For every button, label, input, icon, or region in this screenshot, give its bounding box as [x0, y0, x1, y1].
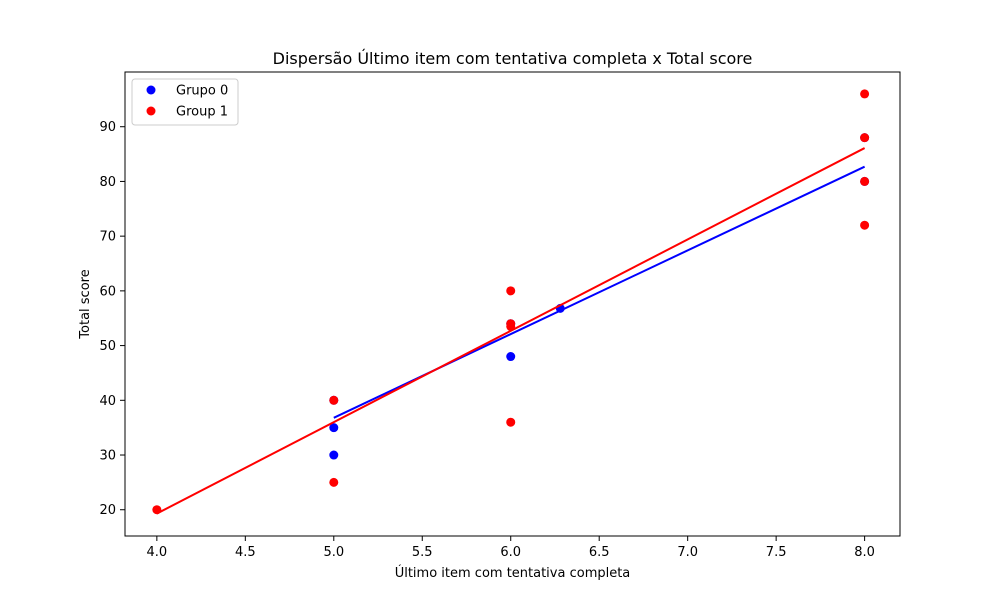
x-axis-label: Último item com tentativa completa	[395, 565, 631, 581]
y-tick-label: 20	[99, 503, 116, 518]
data-point	[860, 176, 870, 186]
x-tick-label: 6.5	[589, 545, 610, 560]
legend: Grupo 0 Group 1	[131, 78, 239, 126]
x-tick-label: 7.5	[766, 545, 787, 560]
trend-line-1	[156, 147, 866, 515]
data-point	[329, 423, 339, 433]
legend-entry: Group 1	[176, 105, 228, 120]
x-tick-label: 7.0	[677, 545, 698, 560]
data-point	[860, 89, 870, 99]
y-tick-label: 30	[99, 449, 116, 464]
x-tick-label: 8.0	[854, 545, 875, 560]
legend-box	[131, 78, 239, 126]
y-axis-label: Total score	[78, 269, 93, 339]
data-point	[860, 133, 870, 143]
y-tick-label: 80	[99, 175, 116, 190]
data-point	[506, 286, 516, 296]
y-tick-label: 90	[99, 120, 116, 135]
legend-entry: Grupo 0	[176, 84, 228, 99]
y-tick-label: 40	[99, 394, 116, 409]
series-layer	[152, 89, 870, 515]
x-tick-label: 6.0	[500, 545, 521, 560]
data-point	[329, 477, 339, 487]
y-tick-label: 50	[99, 339, 116, 354]
y-tick-label: 70	[99, 230, 116, 245]
data-point	[329, 395, 339, 405]
chart-title: Dispersão Último item com tentativa comp…	[273, 49, 753, 68]
x-tick-label: 5.5	[412, 545, 433, 560]
x-axis: 4.0 4.5 5.0 5.5 6.0 6.5 7.0 7.5 8.0	[147, 536, 875, 560]
y-axis: 20 30 40 50 60 70 80 90	[99, 120, 125, 518]
x-tick-label: 5.0	[323, 545, 344, 560]
data-point	[506, 352, 516, 362]
legend-marker	[146, 106, 156, 116]
data-point	[860, 220, 870, 230]
legend-marker	[146, 85, 156, 95]
x-tick-label: 4.5	[235, 545, 256, 560]
data-point	[329, 450, 339, 460]
plot-frame	[124, 71, 901, 537]
x-tick-label: 4.0	[147, 545, 168, 560]
y-tick-label: 60	[99, 284, 116, 299]
data-point	[506, 417, 516, 427]
